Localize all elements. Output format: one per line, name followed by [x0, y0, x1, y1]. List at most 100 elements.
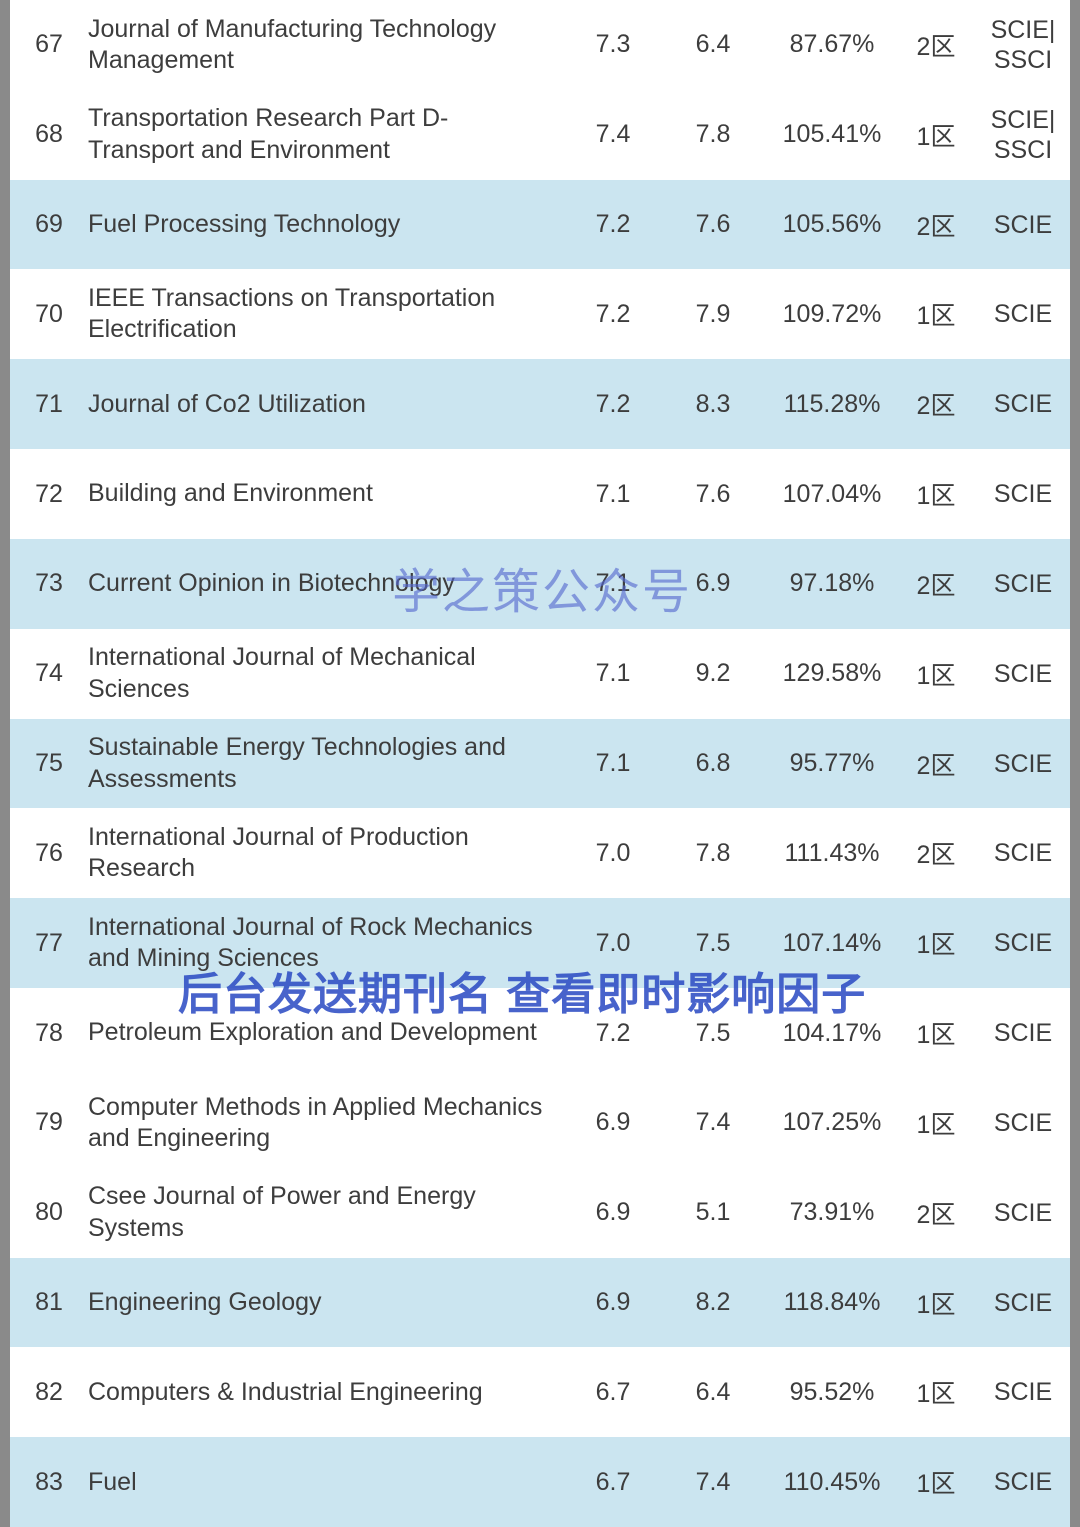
- journal-name-cell: International Journal of Rock Mechanics …: [88, 912, 533, 973]
- zone-cell: 1区: [916, 1290, 956, 1319]
- percent-cell: 129.58%: [782, 659, 882, 688]
- metric2-cell: 7.9: [695, 299, 731, 328]
- zone-cell: 1区: [916, 1110, 956, 1139]
- zone-cell: 1区: [916, 661, 956, 690]
- zone-cell: 2区: [916, 751, 956, 780]
- metric2-cell: 7.4: [695, 1467, 731, 1496]
- percent-cell: 73.91%: [789, 1198, 875, 1227]
- journal-ranking-table: 67 Journal of Manufacturing Technology M…: [10, 0, 1070, 1527]
- journal-name-cell: Current Opinion in Biotechnology: [88, 569, 455, 598]
- index-cell: SCIE: [993, 1378, 1053, 1407]
- percent-cell: 95.52%: [789, 1377, 875, 1406]
- percent-cell: 107.04%: [782, 479, 882, 508]
- metric1-cell: 6.9: [595, 1198, 631, 1227]
- metric2-cell: 6.8: [695, 749, 731, 778]
- metric2-cell: 9.2: [695, 659, 731, 688]
- zone-cell: 2区: [916, 571, 956, 600]
- journal-name-cell: Computers & Industrial Engineering: [88, 1377, 483, 1406]
- metric2-cell: 6.4: [695, 1377, 731, 1406]
- metric1-cell: 7.2: [595, 299, 631, 328]
- percent-cell: 87.67%: [789, 30, 875, 59]
- metric1-cell: 7.0: [595, 928, 631, 957]
- journal-name-cell: Csee Journal of Power and Energy Systems: [88, 1182, 476, 1242]
- table-row: 74 International Journal of Mechanical S…: [10, 628, 1070, 719]
- zone-cell: 2区: [916, 841, 956, 870]
- percent-cell: 118.84%: [783, 1288, 881, 1316]
- metric1-cell: 6.9: [595, 1288, 631, 1316]
- rank-cell: 73: [35, 569, 63, 598]
- journal-name-cell: Fuel Processing Technology: [88, 209, 401, 238]
- table-row: 69 Fuel Processing Technology 7.2 7.6 10…: [10, 179, 1070, 270]
- journal-name-cell: Computer Methods in Applied Mechanics an…: [88, 1092, 543, 1152]
- metric1-cell: 7.1: [595, 749, 631, 778]
- index-cell: SCIE: [993, 569, 1053, 598]
- rank-cell: 69: [35, 210, 63, 239]
- metric1-cell: 7.4: [595, 120, 631, 149]
- zone-cell: 1区: [916, 1470, 956, 1499]
- rank-cell: 72: [35, 479, 63, 508]
- percent-cell: 107.14%: [782, 928, 882, 957]
- index-cell: SCIE: [993, 839, 1053, 868]
- journal-name-cell: Sustainable Energy Technologies and Asse…: [88, 733, 506, 793]
- table-row: 72 Building and Environment 7.1 7.6 107.…: [10, 449, 1070, 539]
- metric1-cell: 7.2: [595, 1018, 631, 1047]
- metric1-cell: 7.1: [595, 659, 631, 688]
- table-row: 68 Transportation Research Part D-Transp…: [10, 89, 1070, 180]
- metric2-cell: 6.4: [695, 30, 731, 59]
- rank-cell: 78: [35, 1018, 63, 1047]
- percent-cell: 105.56%: [782, 210, 882, 239]
- index-cell: SCIE: [993, 300, 1053, 329]
- journal-name-cell: Journal of Co2 Utilization: [88, 389, 366, 418]
- metric2-cell: 5.1: [695, 1198, 731, 1227]
- percent-cell: 105.41%: [782, 120, 882, 149]
- zone-cell: 1区: [916, 122, 956, 151]
- table-row: 81 Engineering Geology 6.9 8.2 118.84% 1…: [10, 1257, 1070, 1348]
- table-row: 83 Fuel 6.7 7.4 110.45% 1区 SCIE: [10, 1437, 1070, 1527]
- table-row: 82 Computers & Industrial Engineering 6.…: [10, 1347, 1070, 1438]
- metric1-cell: 7.2: [595, 389, 631, 418]
- table-row: 67 Journal of Manufacturing Technology M…: [10, 0, 1070, 90]
- metric2-cell: 7.4: [695, 1108, 731, 1137]
- percent-cell: 97.18%: [789, 569, 875, 598]
- rank-cell: 67: [35, 30, 63, 59]
- rank-cell: 80: [35, 1198, 63, 1227]
- zone-cell: 1区: [916, 482, 956, 511]
- index-cell: SCIE: [993, 480, 1053, 509]
- zone-cell: 2区: [916, 1200, 956, 1229]
- metric1-cell: 7.1: [595, 479, 631, 508]
- index-cell: SCIE: [993, 390, 1053, 419]
- percent-cell: 111.43%: [784, 838, 880, 867]
- journal-name-cell: Fuel: [88, 1467, 137, 1496]
- journal-name-cell: Building and Environment: [88, 479, 373, 508]
- table-row: 78 Petroleum Exploration and Development…: [10, 988, 1070, 1078]
- rank-cell: 68: [35, 120, 63, 149]
- zone-cell: 1区: [916, 1380, 956, 1409]
- journal-name-cell: Transportation Research Part D-Transport…: [88, 104, 449, 164]
- rank-cell: 76: [35, 838, 63, 867]
- zone-cell: 2区: [916, 32, 956, 61]
- percent-cell: 109.72%: [782, 299, 882, 328]
- zone-cell: 1区: [916, 931, 956, 960]
- metric1-cell: 7.1: [595, 569, 631, 598]
- zone-cell: 1区: [916, 1021, 956, 1050]
- index-cell: SCIE: [993, 1019, 1053, 1048]
- metric2-cell: 7.8: [695, 120, 731, 149]
- table-row: 77 International Journal of Rock Mechani…: [10, 898, 1070, 989]
- table-row: 71 Journal of Co2 Utilization 7.2 8.3 11…: [10, 359, 1070, 450]
- metric1-cell: 6.7: [595, 1467, 631, 1496]
- metric2-cell: 6.9: [695, 569, 731, 598]
- rank-cell: 79: [35, 1108, 63, 1137]
- rank-cell: 71: [35, 389, 63, 418]
- journal-name-cell: Journal of Manufacturing Technology Mana…: [88, 14, 497, 74]
- table-row: 73 Current Opinion in Biotechnology 7.1 …: [10, 538, 1070, 629]
- metric2-cell: 7.5: [695, 1018, 731, 1047]
- percent-cell: 95.77%: [789, 749, 875, 778]
- metric2-cell: 7.6: [695, 479, 731, 508]
- metric2-cell: 8.3: [695, 389, 731, 418]
- metric1-cell: 7.0: [595, 838, 631, 867]
- percent-cell: 115.28%: [783, 389, 881, 418]
- metric2-cell: 7.5: [695, 928, 731, 957]
- rank-cell: 81: [35, 1288, 63, 1316]
- rank-cell: 74: [35, 659, 63, 688]
- journal-name-cell: IEEE Transactions on Transportation Elec…: [88, 284, 496, 344]
